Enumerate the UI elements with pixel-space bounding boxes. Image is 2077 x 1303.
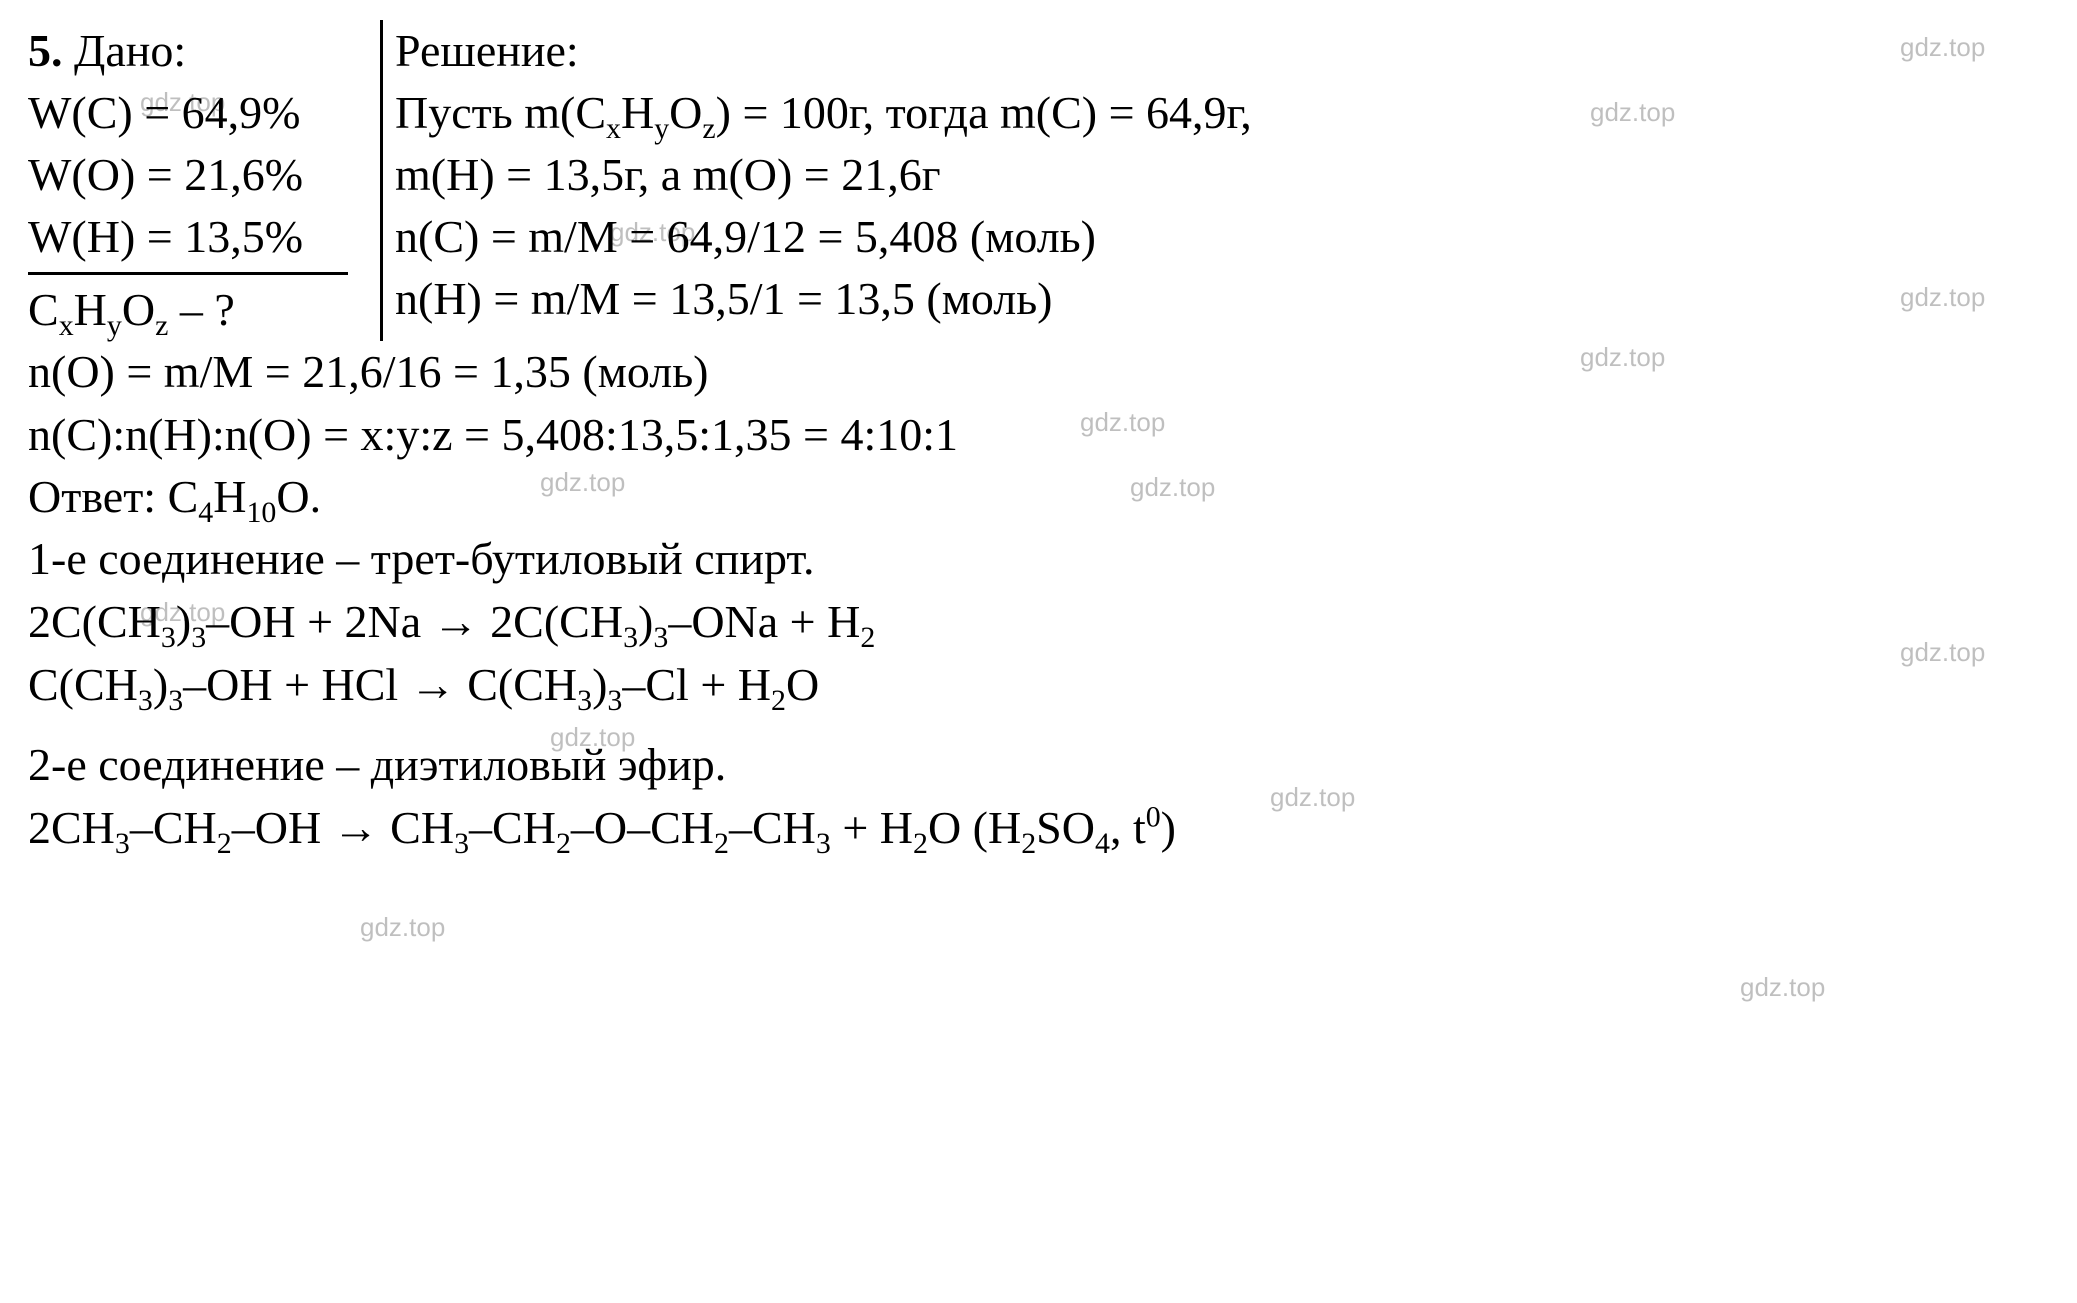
eq3-k: , t	[1110, 802, 1146, 853]
eq3-s2b: 2	[556, 827, 571, 860]
page-root: 5. Дано: W(C) = 64,9% W(O) = 21,6% W(H) …	[0, 0, 2077, 1303]
eq3-c: –OH	[232, 802, 333, 853]
equation-3: 2CH3–CH2–OH → CH3–CH2–O–CH2–CH3 + H2O (H…	[28, 796, 2049, 859]
eq2-c: –OH + HCl	[183, 659, 410, 710]
given-divider	[28, 272, 348, 275]
solution-label: Решение:	[395, 20, 2049, 82]
eq1-s2: 2	[860, 621, 875, 654]
eq3-arrow: →	[333, 801, 379, 853]
sol1-d: ) = 100г, тогда m(C) = 64,9г,	[716, 87, 1252, 138]
eq2-arrow: →	[410, 658, 456, 710]
eq1-s3c: 3	[623, 621, 638, 654]
eq3-s4: 4	[1095, 827, 1110, 860]
spacer	[28, 716, 2049, 734]
given-label: Дано:	[74, 25, 186, 76]
eq1-d: 2C(CH	[479, 596, 623, 647]
eq2-s3d: 3	[607, 684, 622, 717]
eq3-d: CH	[379, 802, 454, 853]
eq3-s3a: 3	[115, 827, 130, 860]
solution-line-2: m(H) = 13,5г, а m(O) = 21,6г	[395, 144, 2049, 206]
answer-line: Ответ: C4H10O.	[28, 466, 2049, 528]
eq3-s2d: 2	[913, 827, 928, 860]
eq3-f: –O–CH	[571, 802, 714, 853]
eq3-s2e: 2	[1021, 827, 1036, 860]
solution-column: Решение: Пусть m(CxHyOz) = 100г, тогда m…	[383, 20, 2049, 330]
sol1-suby: y	[654, 112, 669, 145]
eq2-g: O	[786, 659, 819, 710]
eq1-s3a: 3	[161, 621, 176, 654]
eq3-s2a: 2	[217, 827, 232, 860]
solution-line-3: n(C) = m/M = 64,9/12 = 5,408 (моль)	[395, 206, 2049, 268]
eq3-s3b: 3	[454, 827, 469, 860]
eq2-s2: 2	[771, 684, 786, 717]
given-line-3: W(H) = 13,5%	[28, 206, 370, 268]
unk-C: C	[28, 284, 59, 335]
sol1-c: O	[669, 87, 702, 138]
eq3-a: 2CH	[28, 802, 115, 853]
answer-label: Ответ:	[28, 471, 168, 522]
ans-H: H	[213, 471, 246, 522]
sol1-subx: x	[606, 112, 621, 145]
sol1-a: Пусть m(C	[395, 87, 606, 138]
body-line-5: n(O) = m/M = 21,6/16 = 1,35 (моль)	[28, 341, 2049, 403]
unk-sub-z: z	[155, 310, 168, 343]
solution-line-1: Пусть m(CxHyOz) = 100г, тогда m(C) = 64,…	[395, 82, 2049, 144]
eq2-s3b: 3	[168, 684, 183, 717]
eq3-s3c: 3	[816, 827, 831, 860]
eq3-g: –CH	[729, 802, 816, 853]
eq2-b: )	[153, 659, 168, 710]
watermark: gdz.top	[1740, 970, 1825, 1005]
top-row: 5. Дано: W(C) = 64,9% W(O) = 21,6% W(H) …	[28, 20, 2049, 341]
eq3-j: SO	[1036, 802, 1095, 853]
given-line-2: W(O) = 21,6%	[28, 144, 370, 206]
equation-2: C(CH3)3–OH + HCl → C(CH3)3–Cl + H2O	[28, 653, 2049, 716]
eq1-s3d: 3	[653, 621, 668, 654]
eq1-arrow: →	[433, 595, 479, 647]
ans-C: C	[168, 471, 199, 522]
given-column: 5. Дано: W(C) = 64,9% W(O) = 21,6% W(H) …	[28, 20, 383, 341]
eq3-s2c: 2	[714, 827, 729, 860]
ans-O: O.	[276, 471, 321, 522]
eq1-e: )	[638, 596, 653, 647]
unk-sub-y: y	[107, 310, 122, 343]
eq3-b: –CH	[130, 802, 217, 853]
solution-line-4: n(H) = m/M = 13,5/1 = 13,5 (моль)	[395, 268, 2049, 330]
eq1-c: –OH + 2Na	[206, 596, 433, 647]
eq3-e: –CH	[469, 802, 556, 853]
compound-2: 2-е соединение – диэтиловый эфир.	[28, 734, 2049, 796]
eq1-b: )	[176, 596, 191, 647]
given-header: 5. Дано:	[28, 20, 370, 82]
body-line-6: n(C):n(H):n(O) = x:y:z = 5,408:13,5:1,35…	[28, 404, 2049, 466]
given-line-1: W(C) = 64,9%	[28, 82, 370, 144]
watermark: gdz.top	[360, 910, 445, 945]
given-unknown: CxHyOz – ?	[28, 279, 370, 341]
eq2-e: )	[592, 659, 607, 710]
unk-tail: – ?	[168, 284, 234, 335]
eq2-s3a: 3	[138, 684, 153, 717]
eq2-d: C(CH	[456, 659, 577, 710]
eq2-s3c: 3	[577, 684, 592, 717]
ans-sub10: 10	[246, 496, 276, 529]
unk-O: O	[122, 284, 155, 335]
ans-sub4: 4	[198, 496, 213, 529]
sol1-subz: z	[702, 112, 715, 145]
eq3-h: + H	[831, 802, 913, 853]
eq3-l: )	[1161, 802, 1176, 853]
compound-1: 1-е соединение – трет-бутиловый спирт.	[28, 528, 2049, 590]
eq1-f: –ONa + H	[668, 596, 860, 647]
problem-number: 5.	[28, 25, 63, 76]
eq3-i: O (H	[928, 802, 1021, 853]
unk-sub-x: x	[59, 310, 74, 343]
eq2-a: C(CH	[28, 659, 138, 710]
sol1-b: H	[621, 87, 654, 138]
eq3-sup0: 0	[1146, 801, 1161, 834]
eq2-f: –Cl + H	[622, 659, 771, 710]
unk-H: H	[74, 284, 107, 335]
equation-1: 2C(CH3)3–OH + 2Na → 2C(CH3)3–ONa + H2	[28, 590, 2049, 653]
eq1-s3b: 3	[191, 621, 206, 654]
eq1-a: 2C(CH	[28, 596, 161, 647]
